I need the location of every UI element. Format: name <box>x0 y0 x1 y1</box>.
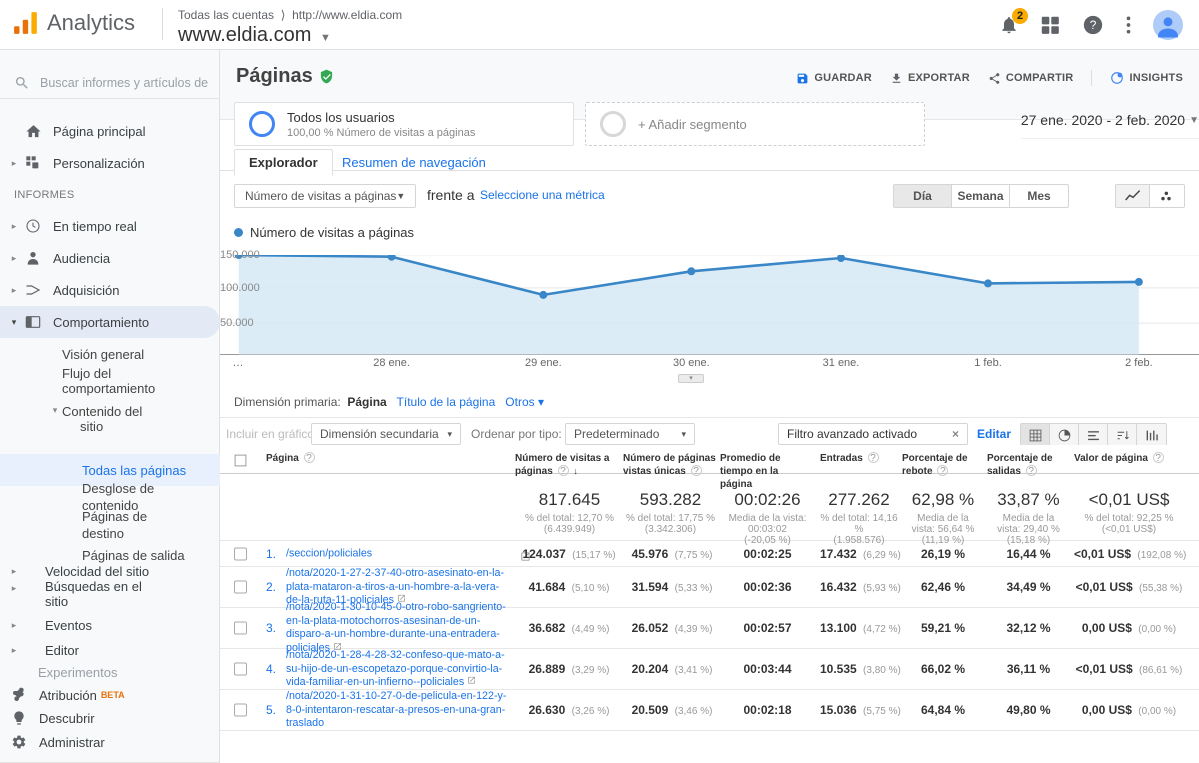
svg-text:?: ? <box>1090 18 1097 32</box>
